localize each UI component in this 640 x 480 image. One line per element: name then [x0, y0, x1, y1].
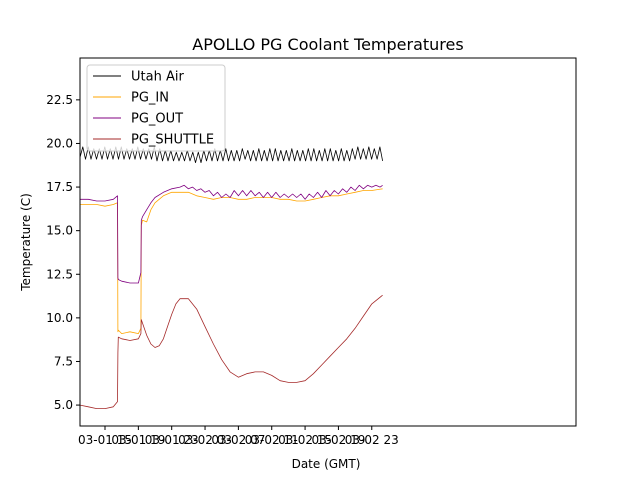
series-layer [80, 146, 383, 410]
legend: Utah Air PG_IN PG_OUT PG_SHUTTLE [86, 64, 226, 152]
legend-label: PG_IN [131, 91, 169, 106]
legend-box [86, 64, 226, 152]
legend-label: PG_OUT [131, 112, 183, 127]
series-line-utah-air [80, 146, 383, 164]
y-tick-label: 12.5 [46, 267, 73, 281]
x-tick-label: 03-01 19 [111, 433, 165, 447]
y-tick-label: 15.0 [46, 224, 73, 238]
x-tick-label: 03-02 15 [278, 433, 332, 447]
chart-title: APOLLO PG Coolant Temperatures [192, 35, 463, 54]
x-tick-label: 03-01 23 [145, 433, 199, 447]
y-tick-label: 17.5 [46, 180, 73, 194]
x-tick-label: 03-02 19 [311, 433, 365, 447]
plot-frame [79, 57, 577, 427]
legend-label: PG_SHUTTLE [131, 133, 214, 148]
y-tick-label: 7.5 [54, 354, 73, 368]
x-tick-label: 03-02 11 [245, 433, 299, 447]
x-tick-label: 03-02 03 [178, 433, 232, 447]
series-line-pg-in [80, 188, 383, 335]
series-line-pg-shuttle [80, 294, 383, 410]
x-tick-label: 03-02 23 [345, 433, 399, 447]
y-axis-label: Temperature (C) [19, 193, 33, 292]
x-axis-label: Date (GMT) [292, 457, 361, 471]
series-line-pg-out [80, 184, 383, 284]
y-tick-label: 20.0 [46, 136, 73, 150]
y-axis-ticks: 5.0 7.5 10.0 12.5 15.0 17.5 20.0 22.5 [46, 93, 80, 412]
y-tick-label: 5.0 [54, 398, 73, 412]
x-tick-label: 03-02 07 [211, 433, 265, 447]
y-tick-label: 22.5 [46, 93, 73, 107]
legend-label: Utah Air [131, 70, 184, 85]
x-tick-label: 03-01 15 [78, 433, 132, 447]
y-tick-label: 10.0 [46, 311, 73, 325]
